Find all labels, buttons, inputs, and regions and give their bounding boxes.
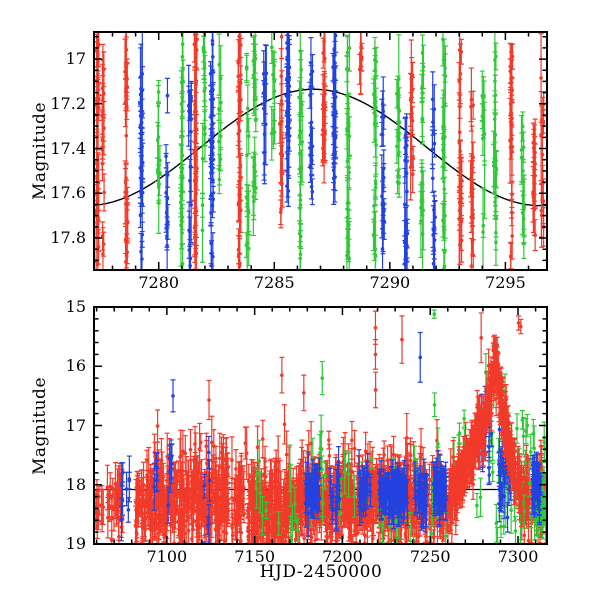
bottom-x-axis-title: HJD-2450000 (259, 562, 383, 582)
bottom-panel-y-tick-label: 18 (65, 474, 86, 494)
bottom-panel-x-tick-label: 7200 (322, 547, 363, 566)
bottom-panel-y-tick-label: 19 (65, 534, 86, 553)
top-panel-plot-area (94, 32, 547, 270)
bottom-panel-y-tick-label: 17 (65, 415, 86, 435)
bottom-panel-x-tick-label: 7150 (234, 547, 276, 566)
top-panel-x-tick-label: 7290 (369, 273, 411, 292)
top-panel-y-tick-label: 17 (65, 49, 86, 69)
bottom-panel-x-tick-label: 7100 (146, 547, 188, 566)
bottom-panel-x-tick-label: 7250 (409, 547, 451, 566)
top-panel-y-tick-label: 17.2 (50, 93, 86, 113)
top-panel-y-tick-label: 17.4 (50, 138, 86, 158)
top-panel-y-tick-label: 17.6 (50, 183, 86, 203)
top-panel-y-tick-label: 17.8 (50, 228, 86, 247)
bottom-panel-y-tick-label: 16 (65, 356, 86, 376)
bottom-panel-x-tick-label: 7300 (497, 547, 539, 566)
top-panel-x-tick-label: 7295 (485, 273, 526, 292)
bottom-panel-y-tick-label: 15 (65, 297, 86, 316)
bottom-panel-plot-area (94, 307, 547, 544)
top-panel-x-tick-label: 7280 (138, 273, 180, 292)
top-panel-x-tick-label: 7285 (253, 273, 295, 292)
